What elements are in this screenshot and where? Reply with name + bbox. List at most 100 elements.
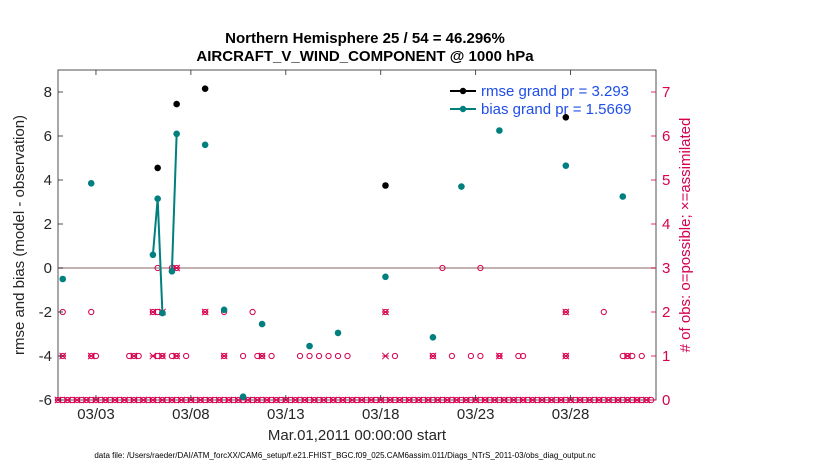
obs-assimilated-marker: [381, 352, 390, 360]
obs-possible-marker: [439, 264, 446, 272]
obs-assimilated-marker: [633, 396, 641, 404]
obs-assimilated-marker: [358, 396, 366, 404]
obs-assimilated-marker: [453, 396, 461, 404]
obs-assimilated-marker: [177, 396, 185, 404]
obs-assimilated-marker: [529, 396, 537, 404]
obs-possible-marker: [325, 352, 332, 360]
obs-assimilated-marker: [215, 396, 223, 404]
x-axis-label: Mar.01,2011 00:00:00 start: [268, 427, 447, 444]
obs-assimilated-marker: [462, 396, 470, 404]
chart-title-line2: AIRCRAFT_V_WIND_COMPONENT @ 1000 hPa: [196, 48, 534, 65]
obs-possible-marker: [249, 308, 256, 316]
obs-assimilated-marker: [272, 396, 280, 404]
y-tick-left-label: 2: [44, 216, 52, 233]
obs-assimilated-marker: [149, 396, 157, 404]
obs-assimilated-marker: [101, 396, 110, 404]
obs-assimilated-marker: [424, 396, 432, 404]
obs-assimilated-marker: [253, 396, 261, 404]
obs-assimilated-marker: [548, 396, 556, 404]
bias-point: [382, 273, 389, 281]
obs-assimilated-marker: [130, 352, 138, 360]
obs-assimilated-marker: [576, 396, 584, 404]
obs-assimilated-marker: [405, 396, 413, 404]
y-axis-label-right: # of obs: o=possible; ×=assimilated: [677, 118, 694, 353]
obs-assimilated-marker: [443, 396, 451, 404]
data-file-footer: data file: /Users/raeder/DAI/ATM_forcXX/…: [94, 451, 595, 460]
obs-assimilated-marker: [538, 396, 546, 404]
obs-assimilated-marker: [481, 396, 489, 404]
obs-assimilated-marker: [263, 396, 271, 404]
x-tick-label: 03/23: [457, 406, 495, 423]
obs-assimilated-marker: [434, 396, 442, 404]
obs-assimilated-marker: [63, 396, 72, 404]
y-tick-left-label: -4: [39, 348, 52, 365]
legend-rmse-label: rmse grand pr = 3.293: [481, 83, 629, 100]
obs-assimilated-marker: [220, 352, 228, 360]
legend-bias-label: bias grand pr = 1.5669: [481, 101, 632, 118]
obs-assimilated-marker: [595, 396, 603, 404]
x-tick-label: 03/03: [77, 406, 115, 423]
y-tick-left-label: -6: [39, 392, 52, 409]
obs-assimilated-marker: [557, 396, 565, 404]
legend: rmse grand pr = 3.293 bias grand pr = 1.…: [450, 83, 632, 118]
y-tick-right-label: 6: [662, 128, 670, 145]
obs-assimilated-marker: [149, 352, 157, 360]
legend-rmse-marker: [459, 87, 467, 95]
obs-assimilated-marker: [329, 396, 337, 404]
x-tick-label: 03/28: [552, 406, 590, 423]
obs-assimilated-marker: [381, 308, 390, 316]
bias-point: [429, 334, 437, 341]
y-tick-right-label: 3: [662, 260, 670, 277]
obs-assimilated-marker: [291, 396, 299, 404]
y-tick-left-label: 4: [44, 172, 52, 189]
y-tick-right-label: 0: [662, 392, 670, 409]
obs-assimilated-marker: [120, 396, 128, 404]
obs-possible-marker: [306, 352, 313, 360]
obs-assimilated-marker: [158, 396, 166, 404]
obs-assimilated-marker: [339, 396, 347, 404]
x-tick-label: 03/13: [267, 406, 305, 423]
rmse-point: [154, 164, 161, 172]
bias-point: [59, 275, 67, 283]
bias-point: [239, 393, 247, 401]
bias-point: [258, 320, 266, 328]
obs-possible-marker: [520, 352, 527, 360]
obs-assimilated-marker: [320, 396, 328, 404]
obs-assimilated-marker: [491, 396, 499, 404]
obs-possible-marker: [344, 352, 351, 360]
y-tick-right-label: 5: [662, 172, 670, 189]
obs-possible-marker: [183, 352, 190, 360]
obs-assimilated-marker: [225, 396, 233, 404]
y-tick-right-label: 2: [662, 304, 670, 321]
obs-assimilated-marker: [614, 396, 622, 404]
y-axis-label-left: rmse and bias (model - observation): [11, 115, 28, 355]
bias-point: [619, 193, 627, 200]
obs-assimilated-marker: [495, 352, 503, 360]
series-layer: [59, 85, 627, 401]
obs-assimilated-marker: [604, 396, 613, 404]
obs-possible-marker: [239, 352, 247, 360]
obs-possible-marker: [88, 308, 95, 316]
obs-assimilated-marker: [429, 352, 437, 360]
rmse-point: [201, 85, 209, 92]
obs-assimilated-marker: [348, 396, 356, 404]
bias-point: [496, 127, 503, 134]
obs-assimilated-marker: [386, 396, 394, 404]
obs-assimilated-marker: [196, 396, 204, 404]
bias-point: [173, 130, 180, 138]
rmse-point: [382, 182, 389, 189]
obs-assimilated-marker: [642, 396, 651, 404]
bias-point: [201, 141, 209, 149]
obs-possible-marker: [638, 352, 645, 360]
chart-title-line1: Northern Hemisphere 25 / 54 = 46.296%: [225, 30, 505, 47]
obs-assimilated-marker: [73, 396, 81, 404]
obs-assimilated-marker: [258, 352, 266, 360]
obs-possible-marker: [315, 352, 323, 360]
legend-bias-marker: [459, 105, 467, 113]
obs-possible-marker: [467, 352, 475, 360]
y-tick-left-label: -2: [39, 304, 52, 321]
y-tick-right-label: 7: [662, 84, 670, 101]
obs-assimilated-marker: [201, 308, 209, 316]
y-tick-left-label: 6: [44, 128, 52, 145]
obs-assimilated-marker: [168, 396, 176, 404]
